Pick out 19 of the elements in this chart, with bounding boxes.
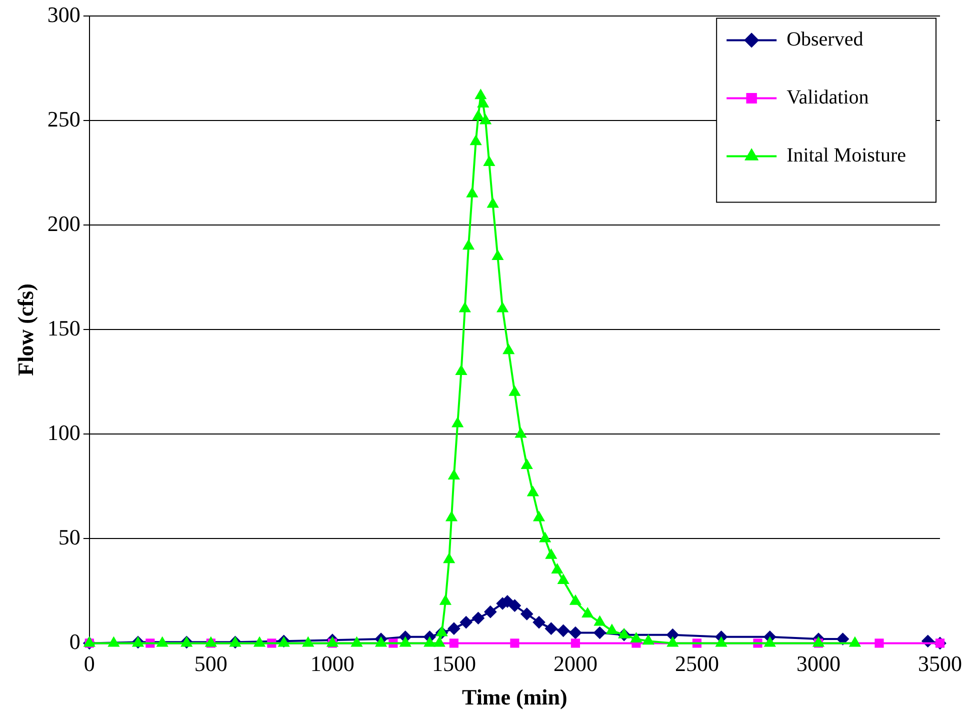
x-tick-label: 2500 — [674, 651, 719, 676]
y-tick-label: 100 — [47, 420, 80, 445]
y-tick-label: 50 — [58, 524, 80, 550]
legend-label: Validation — [786, 86, 869, 108]
x-tick-label: 3000 — [796, 651, 840, 676]
x-tick-label: 1500 — [432, 651, 476, 676]
x-tick-label: 3500 — [918, 651, 962, 676]
legend-label: Observed — [786, 28, 864, 50]
x-tick-label: 1000 — [310, 651, 354, 676]
y-tick-label: 0 — [69, 628, 80, 654]
y-axis-title: Flow (cfs) — [12, 284, 38, 376]
y-tick-label: 250 — [47, 106, 80, 132]
y-tick-label: 200 — [47, 210, 80, 236]
x-tick-label: 2000 — [553, 651, 598, 676]
legend-label: Inital Moisture — [786, 144, 906, 166]
x-tick-label: 500 — [194, 651, 228, 676]
y-tick-label: 150 — [47, 315, 80, 340]
x-axis-title: Time (min) — [462, 684, 568, 710]
y-tick-label: 300 — [47, 2, 80, 27]
